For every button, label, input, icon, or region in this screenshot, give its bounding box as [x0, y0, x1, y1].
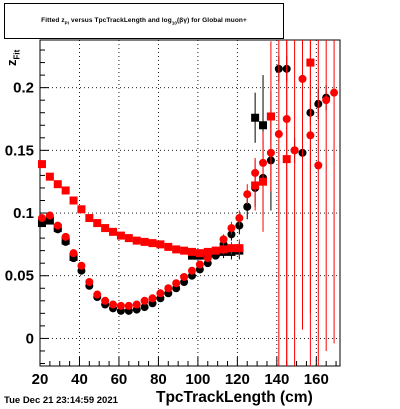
data-point-square: [156, 240, 165, 249]
data-point-circle: [124, 301, 133, 310]
x-tick-label: 140: [264, 371, 289, 388]
x-tick-label: 80: [150, 371, 167, 388]
data-point-circle: [187, 266, 196, 275]
y-tick-label: 0: [26, 330, 34, 347]
data-point-circle: [109, 300, 118, 309]
x-tick-label: 40: [71, 371, 88, 388]
x-tick-label: 100: [185, 371, 210, 388]
chart-title-text: Fitted zPi versus TpcTrackLength and log…: [41, 17, 247, 25]
data-point-circle: [219, 235, 228, 244]
data-point-circle: [251, 168, 260, 177]
data-point-circle: [85, 277, 94, 286]
data-point-circle: [53, 221, 62, 230]
series-3: [37, 40, 339, 366]
data-point-circle: [274, 130, 283, 139]
y-axis-label: zFit: [4, 50, 22, 66]
data-point-square: [251, 113, 260, 122]
axis-ticks: 20 40 60 80 100 120 140 160 0 0.05 0.1 0.15 0.2: [5, 49, 337, 388]
plot-frame: [39, 39, 341, 367]
y-tick-label: 0.05: [5, 268, 34, 285]
data-point-square: [37, 160, 46, 169]
data-point-circle: [211, 246, 220, 255]
data-point-square: [219, 245, 228, 254]
data-point-circle: [314, 161, 323, 170]
data-point-circle: [164, 284, 173, 293]
data-point-circle: [259, 158, 268, 167]
data-point-square: [77, 205, 86, 214]
data-point-circle: [101, 296, 110, 305]
data-point-square: [140, 237, 149, 246]
data-point-square: [37, 219, 46, 228]
x-tick-label: 20: [32, 371, 49, 388]
data-point-circle: [203, 254, 212, 263]
data-point-circle: [306, 131, 315, 140]
data-point-square: [93, 219, 102, 228]
data-point-circle: [195, 260, 204, 269]
data-point-circle: [227, 224, 236, 233]
data-point-circle: [61, 232, 70, 241]
data-point-square: [187, 247, 196, 256]
title-part-1: Fitted z: [41, 16, 65, 24]
data-point-square: [109, 227, 118, 236]
data-point-square: [227, 244, 236, 253]
data-point-circle: [140, 296, 149, 305]
data-point-circle: [180, 272, 189, 281]
chart-title: Fitted zPi versus TpcTrackLength and log…: [4, 3, 284, 39]
data-point-square: [203, 247, 212, 256]
y-axis-label-sub: Fit: [12, 49, 22, 60]
data-point-circle: [330, 88, 339, 97]
data-point-square: [259, 121, 268, 130]
title-part-2: versus TpcTrackLength and log: [69, 16, 172, 24]
data-point-square: [45, 172, 54, 181]
data-point-circle: [116, 301, 125, 310]
data-point-square: [195, 249, 204, 258]
data-point-circle: [69, 249, 78, 258]
data-point-square: [148, 239, 157, 248]
title-part-3: (βγ) for Global muon+: [177, 16, 247, 24]
data-point-square: [61, 186, 70, 195]
data-point-circle: [290, 146, 299, 155]
x-tick-label: 60: [111, 371, 128, 388]
x-tick-label: 120: [225, 371, 250, 388]
data-point-square: [85, 214, 94, 223]
data-point-circle: [266, 148, 275, 157]
data-point-circle: [45, 211, 54, 220]
data-point-circle: [172, 279, 181, 288]
y-tick-label: 0.15: [5, 142, 34, 159]
data-point-circle: [77, 261, 86, 270]
title-sub-2: 10: [171, 20, 178, 26]
data-point-circle: [140, 303, 149, 312]
data-point-circle: [37, 214, 46, 223]
data-point-square: [164, 242, 173, 251]
data-layer: [37, 40, 339, 366]
data-point-circle: [132, 300, 141, 309]
data-point-square: [116, 231, 125, 240]
data-point-square: [101, 224, 110, 233]
data-point-circle: [93, 290, 102, 299]
data-point-circle: [282, 114, 291, 123]
data-point-square: [69, 196, 78, 205]
data-point-square: [124, 234, 133, 243]
data-point-circle: [243, 190, 252, 199]
data-point-square: [132, 236, 141, 245]
y-axis-label-main: z: [4, 59, 19, 67]
x-axis-label: TpcTrackLength (cm): [156, 389, 313, 406]
data-point-circle: [148, 294, 157, 303]
data-point-circle: [298, 74, 307, 83]
data-point-square: [180, 246, 189, 255]
data-point-circle: [235, 214, 244, 223]
y-tick-label: 0.1: [13, 205, 34, 222]
title-sub-1: Pi: [64, 20, 70, 26]
data-point-square: [53, 180, 62, 189]
data-point-square: [45, 216, 54, 225]
data-point-circle: [156, 289, 165, 298]
x-tick-label: 160: [304, 371, 329, 388]
data-point-square: [235, 244, 244, 253]
data-point-circle: [322, 96, 331, 105]
data-point-circle: [243, 202, 252, 211]
timestamp: Tue Dec 21 23:14:59 2021: [4, 395, 118, 406]
data-point-square: [172, 245, 181, 254]
y-tick-label: 0.2: [13, 80, 34, 97]
